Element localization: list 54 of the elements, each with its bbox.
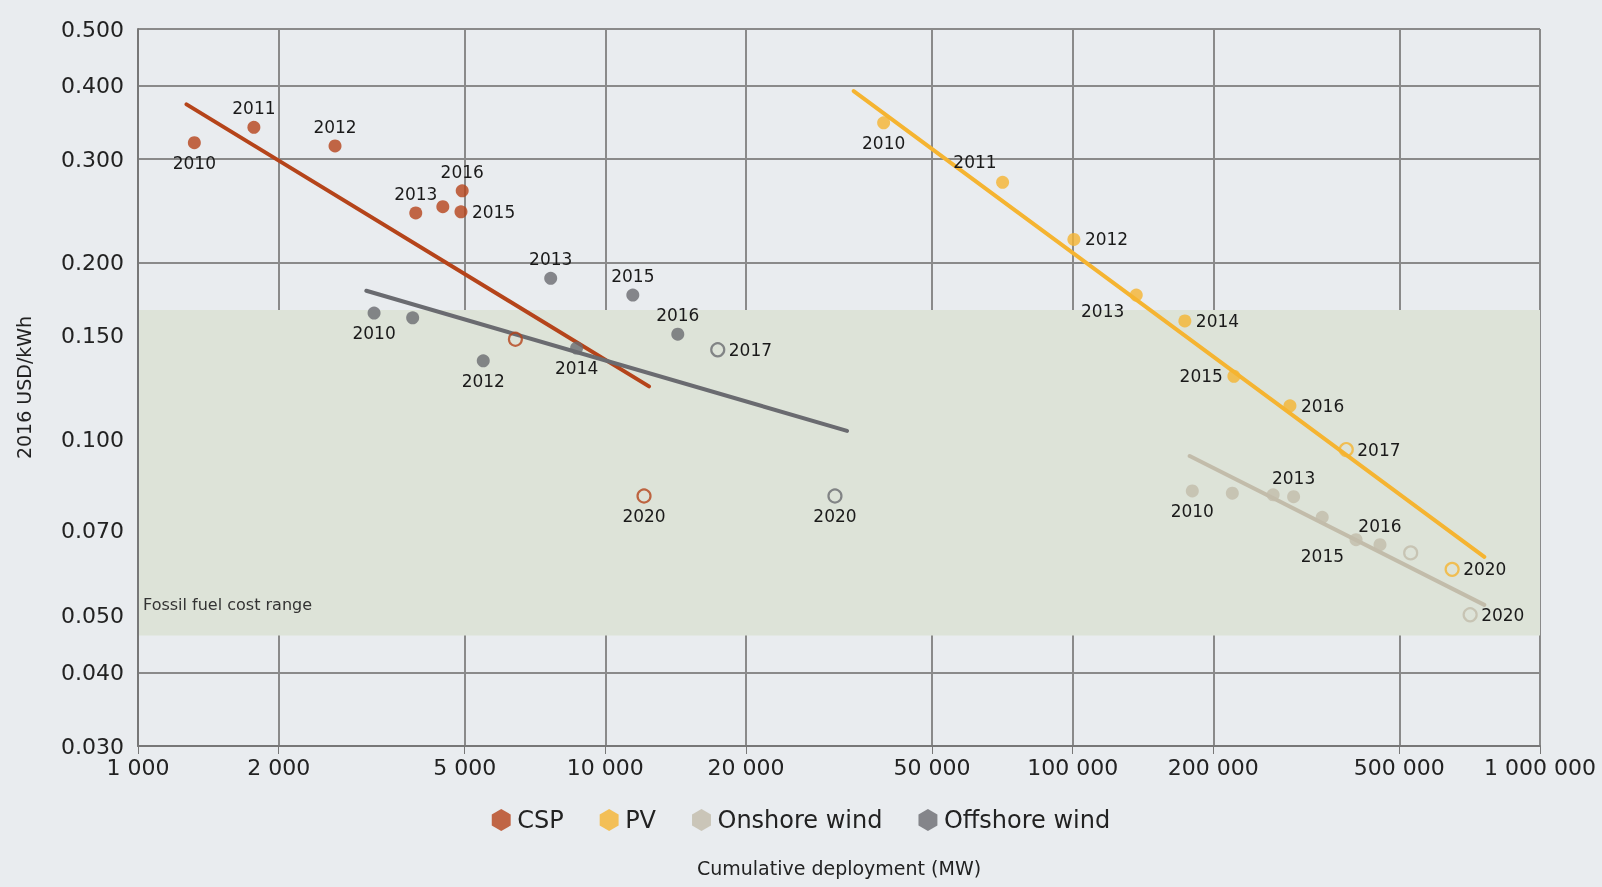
annotation: 2017 bbox=[1357, 439, 1401, 460]
y-tick-label: 0.100 bbox=[61, 426, 124, 452]
y-tick-label: 0.070 bbox=[61, 517, 124, 543]
annotation: 2014 bbox=[1195, 310, 1240, 331]
y-tick-label: 0.150 bbox=[61, 323, 124, 349]
x-tick-label: 50 000 bbox=[893, 754, 971, 780]
y-axis-title: 2016 USD/kWh bbox=[12, 315, 35, 460]
y-tick-label: 0.300 bbox=[61, 146, 124, 172]
annotation: 2015 bbox=[1179, 366, 1223, 387]
legend-label: PV bbox=[625, 806, 657, 834]
y-tick-label: 0.400 bbox=[61, 73, 124, 99]
annotation: 2020 bbox=[813, 506, 857, 527]
legend-label: Offshore wind bbox=[943, 806, 1111, 834]
annotation: 2011 bbox=[232, 98, 276, 119]
y-tick-label: 0.050 bbox=[61, 603, 124, 629]
annotation: 2020 bbox=[1463, 559, 1507, 580]
annotation: 2011 bbox=[953, 152, 997, 173]
annotation: 2012 bbox=[1084, 229, 1129, 250]
x-tick-label: 2 000 bbox=[247, 754, 311, 780]
annotation: 2013 bbox=[529, 249, 573, 270]
annotation: 2016 bbox=[1300, 395, 1345, 416]
x-axis-title: Cumulative deployment (MW) bbox=[696, 856, 982, 879]
annotation: 2020 bbox=[622, 506, 666, 527]
annotation: 2020 bbox=[1481, 604, 1525, 625]
annotation: 2015 bbox=[471, 201, 516, 222]
annotation: 2010 bbox=[862, 132, 906, 153]
x-tick-label: 1 000 000 bbox=[1484, 754, 1596, 780]
x-tick-label: 100 000 bbox=[1027, 754, 1119, 780]
annotation: 2016 bbox=[440, 161, 484, 182]
annotation: 2010 bbox=[172, 152, 216, 173]
annotation: 2013 bbox=[394, 183, 438, 204]
x-tick-label: 500 000 bbox=[1353, 754, 1445, 780]
band-label: Fossil fuel cost range bbox=[143, 594, 313, 614]
annotation: 2014 bbox=[554, 358, 599, 379]
annotation: 2013 bbox=[1271, 467, 1316, 488]
annotation: 2016 bbox=[656, 305, 700, 326]
x-tick-label: 20 000 bbox=[707, 754, 785, 780]
annotation: 2017 bbox=[728, 339, 773, 360]
x-tick-label: 10 000 bbox=[566, 754, 644, 780]
annotation: 2015 bbox=[1300, 545, 1345, 566]
annotation: 2012 bbox=[461, 370, 505, 391]
y-tick-label: 0.040 bbox=[61, 660, 124, 686]
annotation: 2010 bbox=[1170, 500, 1214, 521]
annotation: 2013 bbox=[1081, 301, 1125, 322]
annotation: 2012 bbox=[313, 116, 357, 137]
legend-label: Onshore wind bbox=[717, 806, 883, 834]
annotation: 2016 bbox=[1358, 515, 1402, 536]
x-tick-label: 5 000 bbox=[433, 754, 497, 780]
annotation: 2015 bbox=[611, 266, 655, 287]
y-tick-label: 0.200 bbox=[61, 250, 124, 276]
x-tick-label: 200 000 bbox=[1167, 754, 1259, 780]
annotation: 2010 bbox=[352, 323, 396, 344]
legend-label: CSP bbox=[517, 806, 564, 834]
y-tick-label: 0.500 bbox=[61, 16, 124, 42]
